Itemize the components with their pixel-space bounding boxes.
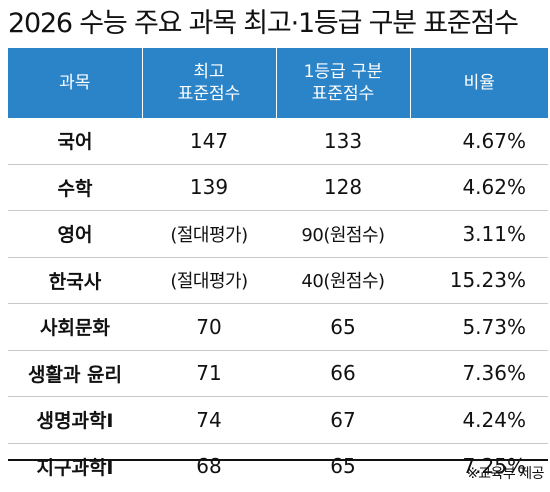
header-grade1-cut: 1등급 구분 표준점수	[275, 48, 410, 118]
cell-grade1-cut: 65	[276, 442, 410, 489]
cell-ratio: 15.23%	[410, 256, 548, 304]
cell-ratio: 5.73%	[410, 303, 548, 350]
cell-subject: 사회문화	[8, 303, 142, 350]
header-top-line1: 최고	[193, 62, 225, 82]
header-ratio: 비율	[409, 48, 548, 118]
cell-ratio: 3.11%	[410, 210, 548, 257]
cell-top-score: (절대평가)	[142, 256, 276, 304]
table-row: 영어 (절대평가) 90(원점수) 3.11%	[8, 210, 548, 257]
table-header: 과목 최고 표준점수 1등급 구분 표준점수 비율	[8, 48, 548, 118]
header-cut-line2: 표준점수	[311, 84, 375, 104]
source-note: ※교육부 제공	[466, 466, 545, 482]
cell-top-score: 71	[142, 349, 276, 397]
cell-top-score: (절대평가)	[142, 210, 276, 257]
cell-top-score: 74	[142, 396, 276, 443]
cell-subject: 한국사	[8, 256, 142, 304]
table-body: 국어 147 133 4.67% 수학 139 128 4.62% 영어 (절대…	[8, 118, 548, 489]
table-row: 국어 147 133 4.67%	[8, 118, 548, 164]
cell-ratio: 7.36%	[410, 349, 548, 397]
table-title: 2026 수능 주요 과목 최고·1등급 구분 표준점수	[8, 8, 519, 39]
cell-subject: 생활과 윤리	[8, 349, 142, 397]
cell-grade1-cut: 128	[276, 163, 410, 211]
cell-ratio: 4.67%	[462, 128, 526, 153]
header-top-score: 최고 표준점수	[141, 48, 276, 118]
header-cut-line1: 1등급 구분	[303, 62, 383, 82]
table-bottom-rule	[8, 459, 548, 461]
cell-ratio: 4.24%	[410, 396, 548, 443]
header-subject: 과목	[8, 48, 142, 118]
header-top-line2: 표준점수	[177, 84, 241, 104]
table-row: 생활과 윤리 71 66 7.36%	[8, 349, 548, 397]
table-row: 수학 139 128 4.62%	[8, 163, 548, 211]
header-row: 과목 최고 표준점수 1등급 구분 표준점수 비율	[8, 48, 548, 118]
cell-grade1-cut: 67	[276, 396, 410, 443]
cell-subject: 영어	[8, 210, 142, 257]
cell-ratio: 7.25%	[410, 442, 548, 489]
cell-grade1-cut: 66	[276, 349, 410, 397]
cell-grade1-cut: 133	[323, 128, 363, 153]
cell-top-score: 139	[142, 163, 276, 211]
cell-top-score: 68	[142, 442, 276, 489]
cell-grade1-cut: 90(원점수)	[276, 210, 410, 257]
table-row: 사회문화 70 65 5.73%	[8, 303, 548, 350]
cell-grade1-cut: 40(원점수)	[276, 256, 410, 304]
table-row: 생명과학Ⅰ 74 67 4.24%	[8, 396, 548, 443]
table-row: 한국사 (절대평가) 40(원점수) 15.23%	[8, 256, 548, 304]
cell-subject: 국어	[57, 131, 93, 154]
cell-subject: 생명과학Ⅰ	[8, 396, 142, 443]
cell-top-score: 147	[189, 128, 229, 153]
cell-subject: 수학	[8, 163, 142, 211]
score-table: 과목 최고 표준점수 1등급 구분 표준점수 비율 국어 147 133 4.67%…	[8, 48, 548, 489]
cell-grade1-cut: 65	[276, 303, 410, 350]
cell-ratio: 4.62%	[410, 163, 548, 211]
cell-top-score: 70	[142, 303, 276, 350]
cell-subject: 지구과학Ⅰ	[8, 442, 142, 489]
table-row: 지구과학Ⅰ 68 65 7.25%	[8, 442, 548, 489]
